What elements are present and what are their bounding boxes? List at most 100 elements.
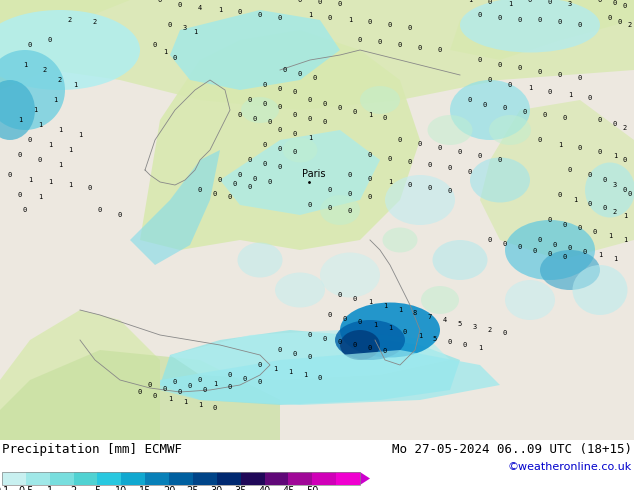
Bar: [288, 472, 313, 485]
Text: 1: 1: [558, 142, 562, 148]
Text: 2: 2: [43, 67, 47, 73]
Text: 0: 0: [503, 105, 507, 111]
Text: 0: 0: [448, 188, 452, 194]
Text: 0: 0: [408, 159, 412, 165]
Text: 0: 0: [28, 137, 32, 143]
Text: 0: 0: [588, 172, 592, 178]
Text: 4: 4: [443, 317, 447, 323]
Text: 0: 0: [243, 376, 247, 382]
Text: 0: 0: [488, 77, 492, 83]
Text: 0: 0: [178, 389, 182, 395]
Text: 1: 1: [163, 49, 167, 55]
Text: 0: 0: [578, 75, 582, 81]
Text: 0: 0: [548, 251, 552, 257]
Text: 1: 1: [193, 29, 197, 35]
Bar: [217, 472, 241, 485]
Text: 1: 1: [598, 252, 602, 258]
Ellipse shape: [340, 302, 440, 358]
Text: 0: 0: [253, 176, 257, 182]
Text: 0: 0: [18, 152, 22, 158]
Bar: [264, 472, 288, 485]
Text: 0: 0: [563, 222, 567, 228]
Polygon shape: [140, 30, 420, 250]
Text: 0: 0: [503, 241, 507, 247]
Text: 0: 0: [233, 181, 237, 187]
Text: 1: 1: [623, 213, 627, 219]
Text: 1: 1: [183, 399, 187, 405]
Text: 0: 0: [168, 22, 172, 28]
Text: 0: 0: [603, 205, 607, 211]
Ellipse shape: [505, 220, 595, 280]
Polygon shape: [0, 350, 280, 440]
Text: 0: 0: [283, 67, 287, 73]
Text: 30: 30: [210, 486, 223, 490]
Text: 2: 2: [613, 209, 617, 215]
Bar: [241, 472, 264, 485]
Text: 1: 1: [198, 402, 202, 408]
Text: 0: 0: [278, 127, 282, 133]
Text: 7: 7: [428, 314, 432, 320]
Text: 2: 2: [70, 486, 77, 490]
Text: 0: 0: [618, 19, 622, 25]
Text: 0: 0: [438, 47, 442, 53]
Polygon shape: [0, 0, 130, 60]
Ellipse shape: [382, 227, 418, 252]
Text: 0: 0: [608, 15, 612, 21]
Text: 0: 0: [593, 229, 597, 235]
Text: 0: 0: [308, 202, 312, 208]
Ellipse shape: [360, 86, 400, 114]
Text: 1: 1: [18, 117, 22, 123]
Polygon shape: [450, 0, 634, 60]
Text: 0: 0: [278, 347, 282, 353]
Text: 0: 0: [278, 86, 282, 92]
Text: 0: 0: [153, 393, 157, 399]
Text: 0: 0: [583, 249, 587, 255]
Text: 0: 0: [533, 248, 537, 254]
Text: 0: 0: [18, 192, 22, 198]
Text: 0: 0: [328, 205, 332, 211]
Ellipse shape: [335, 320, 405, 360]
Polygon shape: [220, 130, 380, 215]
Text: 0: 0: [308, 97, 312, 103]
Bar: [74, 472, 98, 485]
Text: 0: 0: [348, 172, 352, 178]
Text: 0: 0: [528, 0, 532, 3]
Ellipse shape: [283, 138, 318, 163]
Text: 0: 0: [548, 217, 552, 223]
Text: 0: 0: [578, 145, 582, 151]
Text: 0: 0: [358, 37, 362, 43]
Text: 0: 0: [448, 165, 452, 171]
Text: 3: 3: [568, 1, 572, 7]
Text: 1: 1: [53, 97, 57, 103]
Text: 1: 1: [213, 381, 217, 387]
Polygon shape: [360, 472, 370, 485]
Text: Paris: Paris: [302, 169, 326, 179]
Text: 0: 0: [353, 296, 357, 302]
Text: 0: 0: [88, 185, 92, 191]
Bar: [313, 472, 336, 485]
Text: 0: 0: [428, 162, 432, 168]
Text: 2: 2: [488, 327, 492, 333]
Text: 1: 1: [288, 369, 292, 375]
Text: 0: 0: [553, 242, 557, 248]
Text: 0: 0: [388, 22, 392, 28]
Text: 0: 0: [548, 89, 552, 95]
Ellipse shape: [320, 252, 380, 297]
Text: 0: 0: [588, 201, 592, 207]
Text: 1: 1: [468, 0, 472, 3]
Text: 0: 0: [508, 82, 512, 88]
Text: 1: 1: [418, 333, 422, 339]
Text: 0: 0: [558, 72, 562, 78]
Ellipse shape: [320, 195, 360, 225]
Ellipse shape: [460, 0, 600, 52]
Text: 0: 0: [278, 164, 282, 170]
Text: 0: 0: [8, 172, 12, 178]
Text: 0: 0: [488, 237, 492, 243]
Text: 0: 0: [148, 382, 152, 388]
Text: Mo 27-05-2024 06..09 UTC (18+15): Mo 27-05-2024 06..09 UTC (18+15): [392, 443, 632, 456]
Ellipse shape: [573, 265, 628, 315]
Text: 0: 0: [263, 101, 267, 107]
Text: 45: 45: [282, 486, 295, 490]
Text: 0: 0: [163, 386, 167, 392]
Text: 0: 0: [538, 137, 542, 143]
